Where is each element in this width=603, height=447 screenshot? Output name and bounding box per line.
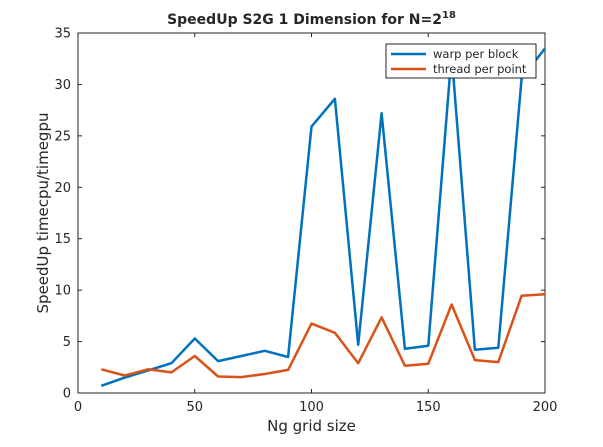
y-tick-label: 25	[54, 129, 71, 144]
x-tick-label: 150	[416, 400, 441, 415]
y-tick-label: 0	[63, 387, 71, 402]
legend-label: warp per block	[433, 47, 519, 61]
chart-title: SpeedUp S2G 1 Dimension for N=218	[167, 10, 456, 28]
legend-label: thread per point	[433, 62, 527, 76]
x-tick-label: 50	[186, 400, 203, 415]
y-tick-label: 35	[54, 27, 71, 42]
y-tick-label: 20	[54, 181, 71, 196]
y-tick-label: 15	[54, 232, 71, 247]
x-tick-label: 200	[533, 400, 558, 415]
y-tick-label: 5	[63, 335, 71, 350]
y-axis-label: SpeedUp timecpu/timegpu	[34, 113, 52, 314]
x-tick-label: 100	[299, 400, 324, 415]
x-axis-label: Ng grid size	[267, 417, 356, 435]
y-tick-label: 10	[54, 284, 71, 299]
x-tick-label: 0	[74, 400, 82, 415]
y-tick-label: 30	[54, 78, 71, 93]
